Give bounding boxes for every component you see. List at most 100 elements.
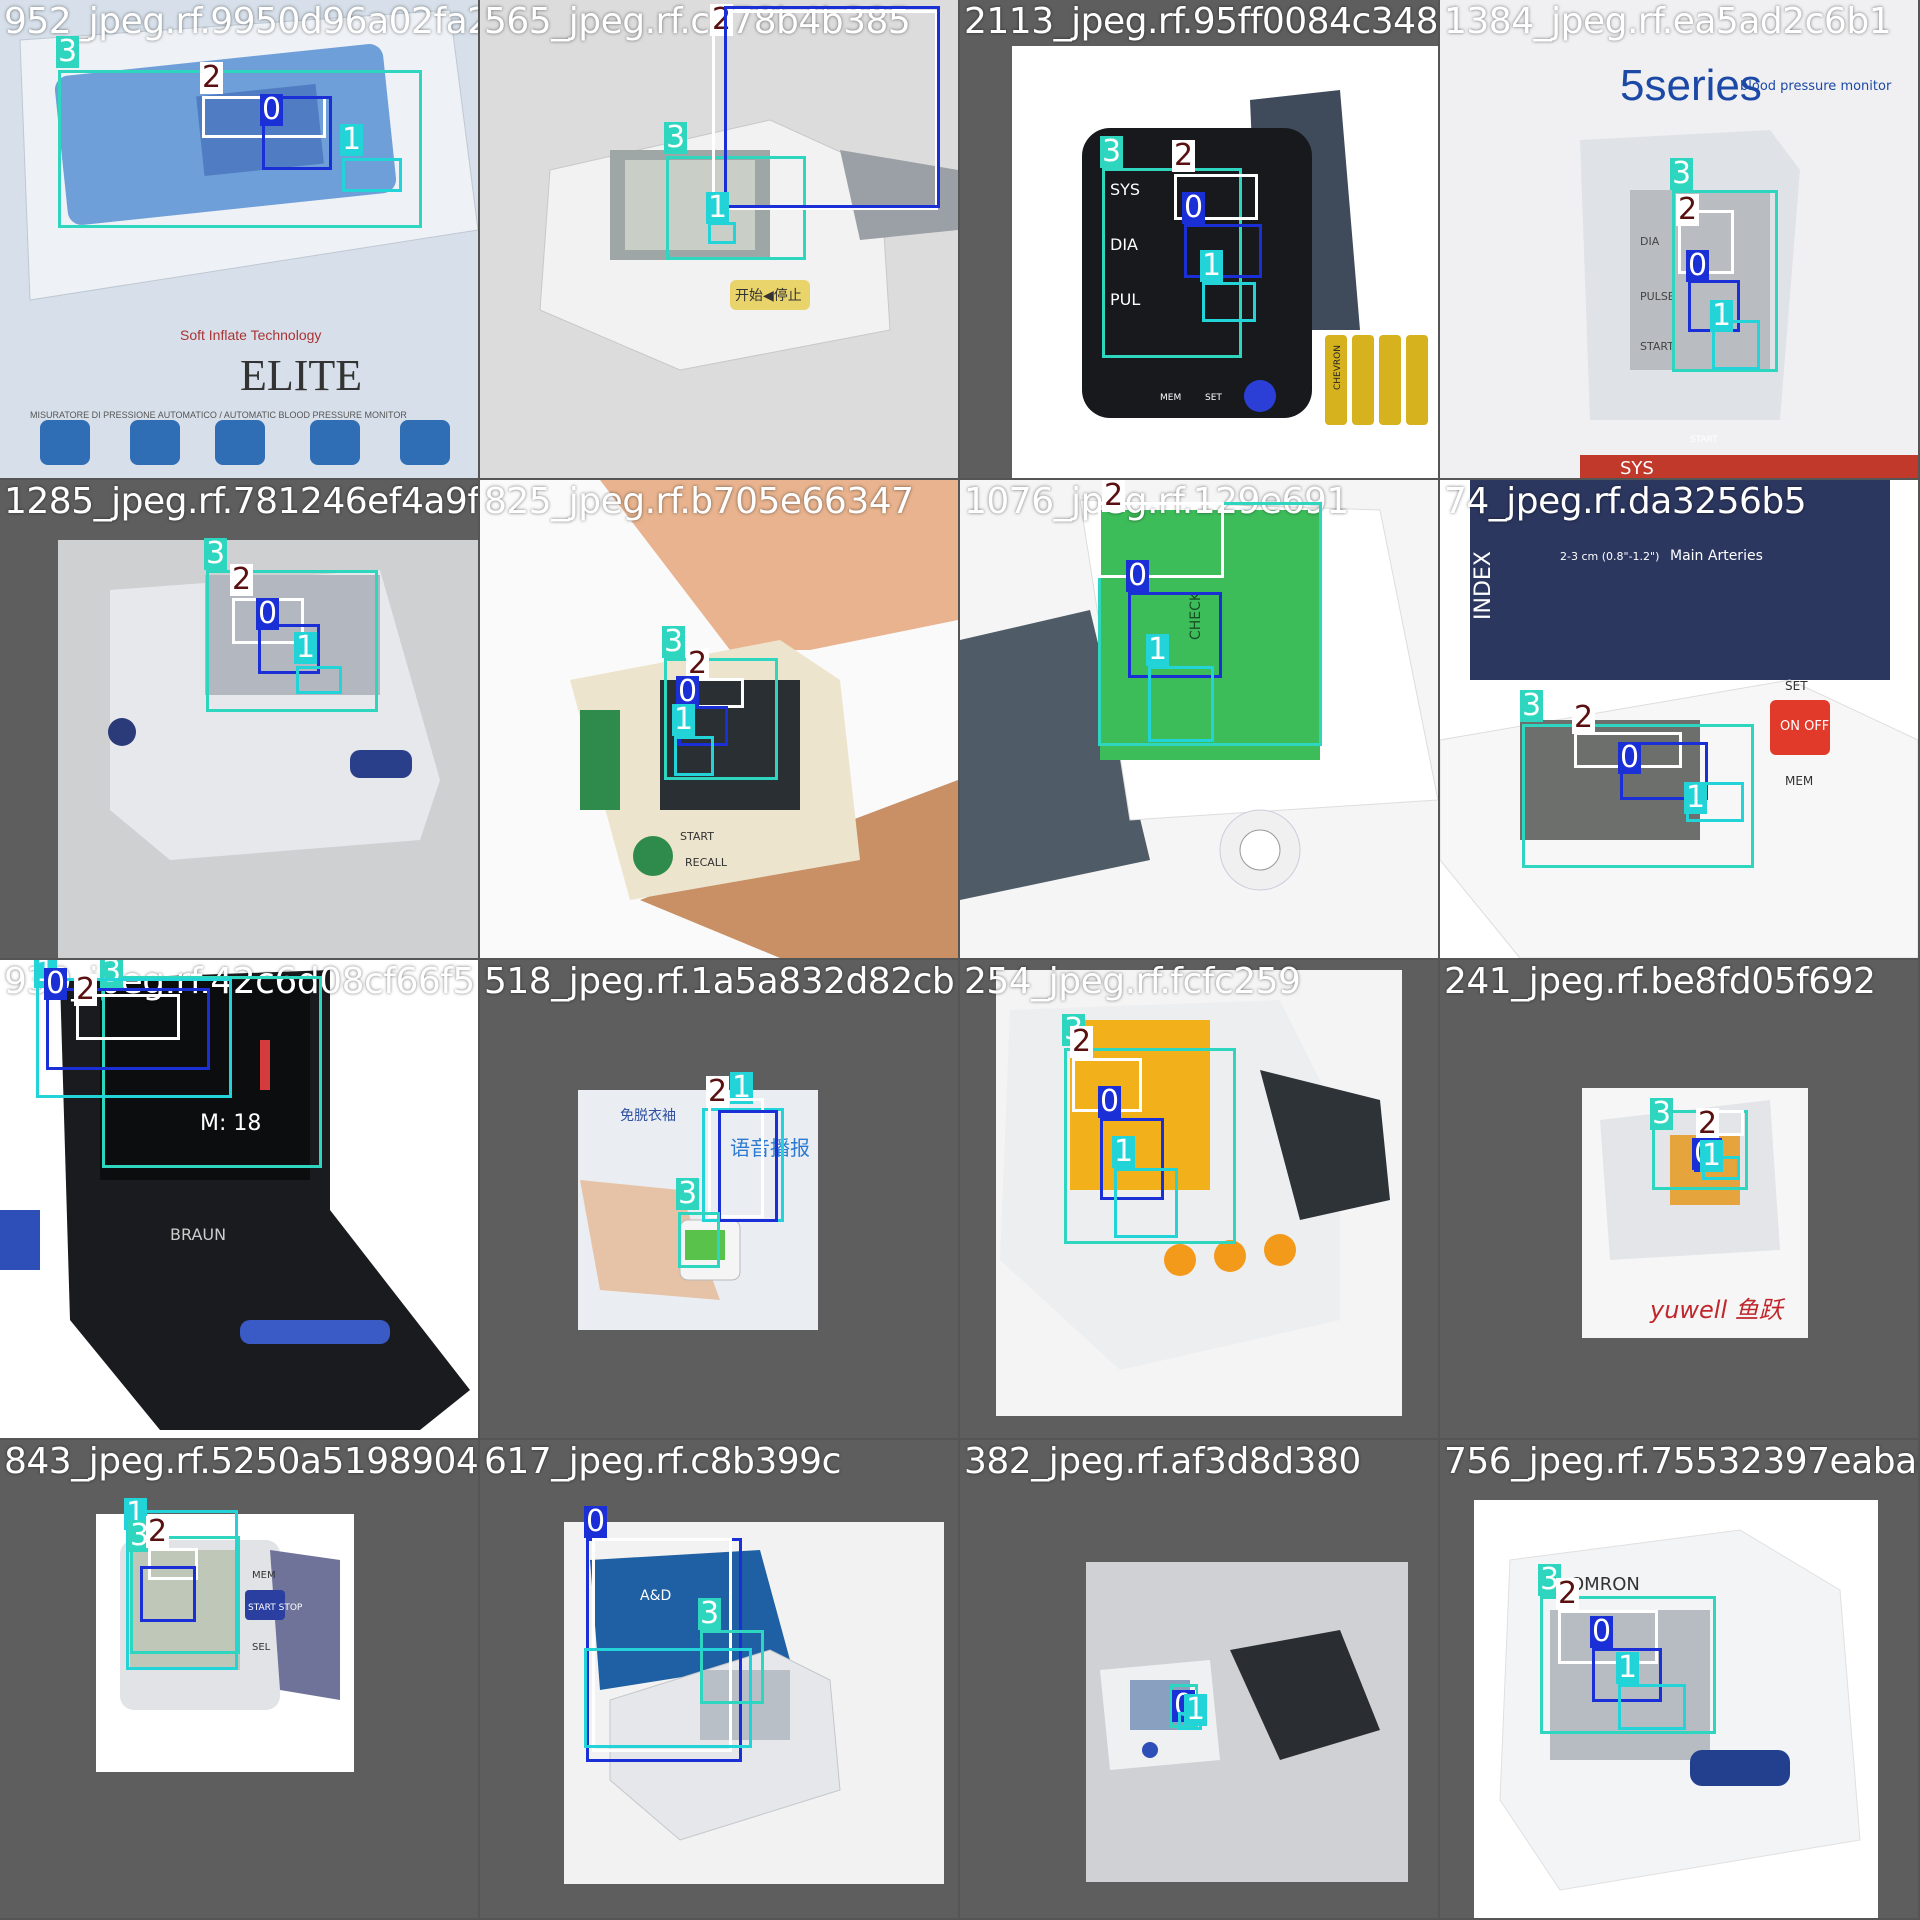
svg-text:DIA: DIA — [1110, 235, 1138, 254]
box-label: 3 — [664, 120, 688, 155]
box-label: 2 — [1070, 1024, 1094, 1059]
box-class-0 — [1592, 1648, 1662, 1702]
box-label: 1 — [1200, 248, 1224, 283]
box-label: 3 — [128, 1518, 152, 1553]
box-label: 3 — [1650, 1096, 1674, 1131]
box-class-3 — [1672, 190, 1778, 372]
box-class-1 — [36, 978, 232, 1098]
box-label: 2 — [1102, 480, 1126, 513]
box-label: 1 — [1700, 1138, 1724, 1173]
tile: 5series blood pressure monitor DIA PULSE… — [1440, 0, 1918, 478]
file-name: 241_jpeg.rf.be8fd05f692 — [1444, 961, 1876, 1002]
box-class-2 — [1558, 1610, 1658, 1664]
box-class-3 — [1522, 724, 1754, 868]
svg-text:免脱衣袖: 免脱衣袖 — [620, 1108, 676, 1124]
box-label: 1 — [730, 1070, 754, 1105]
device-photo: START RECALL — [480, 480, 958, 958]
box-label: 3 — [676, 1176, 700, 1211]
box-class-1 — [1618, 1684, 1686, 1730]
device-photo: yuwell 鱼跃 — [1440, 960, 1918, 1438]
tile: A&D 617_jpeg.rf.c8b399c 0 3 — [480, 1440, 958, 1918]
box-class-0 — [1128, 592, 1222, 678]
tile: OMRON 756_jpeg.rf.75532397eabae 3 2 0 1 — [1440, 1440, 1918, 1918]
box-label: 0 — [256, 596, 280, 631]
tile: 382_jpeg.rf.af3d8d380 0 1 — [960, 1440, 1438, 1918]
box-label: 3 — [662, 624, 686, 659]
box-class-1 — [1148, 666, 1214, 742]
svg-text:ELITE: ELITE — [240, 351, 362, 400]
box-label: 2 — [230, 562, 254, 597]
box-label: 3 — [1100, 134, 1124, 169]
svg-text:PULSE: PULSE — [1640, 290, 1675, 303]
box-label: 2 — [1572, 700, 1596, 735]
box-label: 1 — [1146, 632, 1170, 667]
box-class-1 — [1202, 282, 1256, 322]
tile: MEM START STOP SEL 843_jpeg.rf.5250a5198… — [0, 1440, 478, 1918]
box-class-2 — [148, 1548, 198, 1580]
svg-text:M: 18: M: 18 — [200, 1111, 261, 1136]
box-class-1 — [1712, 320, 1760, 370]
svg-text:OMRON: OMRON — [1570, 1574, 1640, 1595]
box-label: 3 — [56, 34, 80, 69]
svg-text:MEM: MEM — [1160, 393, 1181, 403]
box-label: 1 — [672, 702, 696, 737]
box-class-1 — [342, 158, 402, 192]
box-class-3 — [1540, 1596, 1716, 1734]
box-label: 0 — [1618, 740, 1642, 775]
box-class-3 — [130, 1536, 240, 1654]
box-label: 3 — [698, 1596, 722, 1631]
box-label: 0 — [1686, 248, 1710, 283]
box-label: 2 — [1556, 1576, 1580, 1611]
svg-text:START: START — [1690, 435, 1718, 445]
svg-text:SEL: SEL — [252, 1642, 271, 1653]
box-label: 1 — [1710, 298, 1734, 333]
box-class-0 — [718, 1110, 778, 1222]
tile: START RECALL 825_jpeg.rf.b705e66347 3 2 … — [480, 480, 958, 958]
svg-text:CHEVRON: CHEVRON — [1333, 345, 1343, 390]
device-photo: MEM START STOP SEL — [0, 1440, 478, 1918]
box-label: 0 — [44, 966, 68, 1001]
svg-text:SYS: SYS — [1110, 180, 1140, 199]
svg-text:START STOP: START STOP — [248, 1603, 303, 1613]
box-class-3 — [206, 570, 378, 712]
box-label: 1 — [340, 122, 364, 157]
device-photo: M: 18 BRAUN — [0, 960, 478, 1438]
box-class-1 — [126, 1510, 238, 1670]
box-label: 2 — [1172, 138, 1196, 173]
svg-text:Main Arteries: Main Arteries — [1670, 548, 1763, 564]
svg-text:blood pressure monitor: blood pressure monitor — [1740, 79, 1892, 94]
svg-text:INDEX: INDEX — [1471, 551, 1496, 620]
box-class-1 — [296, 666, 342, 694]
box-label: 2 — [1696, 1106, 1720, 1141]
svg-text:MISURATORE DI PRESSIONE AUTOMA: MISURATORE DI PRESSIONE AUTOMATICO / AUT… — [30, 410, 407, 420]
box-label: 0 — [1590, 1614, 1614, 1649]
box-label: 3 — [1670, 156, 1694, 191]
box-label: 3 — [1538, 1562, 1562, 1597]
box-class-0 — [262, 96, 332, 170]
tile: CHECK 1076_jpeg.rf.129e691 2 0 1 — [960, 480, 1438, 958]
file-name: 2113_jpeg.rf.95ff0084c3486 — [964, 1, 1438, 42]
svg-text:START: START — [1640, 340, 1674, 353]
svg-text:RECALL: RECALL — [685, 856, 728, 869]
tile: 开始◀停止 565_jpeg.rf.ca78b4b385 3 2 1 — [480, 0, 958, 478]
file-name: 518_jpeg.rf.1a5a832d82cb — [484, 961, 955, 1002]
box-class-0 — [1100, 1118, 1164, 1200]
file-name: 1384_jpeg.rf.ea5ad2c6b1 — [1444, 1, 1892, 42]
box-label: 0 — [584, 1504, 608, 1539]
file-name: 617_jpeg.rf.c8b399c — [484, 1441, 841, 1482]
file-name: 382_jpeg.rf.af3d8d380 — [964, 1441, 1361, 1482]
svg-text:CHECK: CHECK — [1188, 591, 1204, 640]
tile: M: 18 BRAUN 930_jpeg.rf.42c6d08cf66f5 3 … — [0, 960, 478, 1438]
svg-text:MEM: MEM — [252, 1570, 276, 1581]
box-class-0 — [46, 988, 210, 1070]
svg-text:SET: SET — [1205, 393, 1222, 403]
box-label: 2 — [146, 1514, 170, 1549]
file-name: 756_jpeg.rf.75532397eabae — [1444, 1441, 1918, 1482]
box-class-1 — [584, 1648, 752, 1748]
box-class-3 — [700, 1630, 764, 1704]
tile: ELITE Soft Inflate Technology MISURATORE… — [0, 0, 478, 478]
box-class-2 — [1098, 502, 1224, 578]
box-class-2 — [708, 1098, 764, 1218]
device-photo — [960, 960, 1438, 1438]
